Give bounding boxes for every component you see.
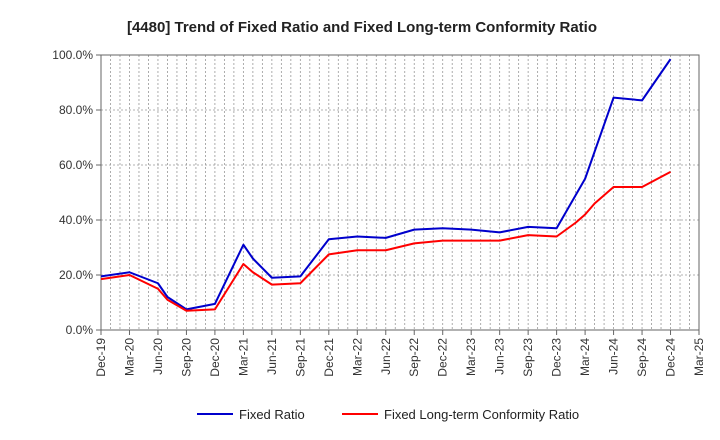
series-line-fixed-long-term-conformity-ratio (100, 170, 671, 312)
grid (101, 54, 699, 330)
x-tick-label: Sep-22 (407, 338, 421, 377)
x-tick-label: Dec-23 (550, 338, 564, 377)
legend-label: Fixed Long-term Conformity Ratio (384, 407, 579, 422)
y-tick-label: 40.0% (59, 213, 93, 227)
y-tick-labels: 0.0% 20.0% 40.0% 60.0% 80.0% 100.0% (52, 48, 101, 337)
series-lines (100, 58, 672, 312)
y-tick-label: 60.0% (59, 158, 93, 172)
legend-item-fixed-long-term-conformity-ratio[interactable]: Fixed Long-term Conformity Ratio (342, 407, 579, 422)
x-tick-label: Dec-19 (94, 338, 108, 377)
x-tick-labels: Dec-19 Mar-20 Jun-20 Sep-20 Dec-20 Mar-21 Jun-… (94, 330, 706, 377)
legend-label: Fixed Ratio (239, 407, 305, 422)
legend-item-fixed-ratio[interactable]: Fixed Ratio (197, 407, 305, 422)
x-tick-label: Jun-23 (493, 338, 507, 375)
x-tick-label: Mar-21 (236, 338, 250, 376)
x-tick-label: Mar-24 (578, 338, 592, 376)
x-tick-label: Sep-23 (521, 338, 535, 377)
y-tick-label: 80.0% (59, 103, 93, 117)
series-line-fixed-ratio (100, 58, 672, 311)
y-tick-label: 20.0% (59, 268, 93, 282)
axes (100, 54, 700, 331)
x-tick-label: Mar-25 (692, 338, 706, 376)
x-tick-label: Dec-20 (208, 338, 222, 377)
plot-area (101, 55, 699, 330)
legend[interactable]: Fixed Ratio Fixed Long-term Conformity Ra… (197, 407, 579, 422)
x-tick-label: Dec-24 (664, 338, 678, 377)
plot-frame (100, 54, 700, 331)
x-tick-label: Jun-24 (607, 338, 621, 375)
x-tick-label: Sep-21 (293, 338, 307, 377)
x-tick-label: Mar-22 (350, 338, 364, 376)
x-tick-label: Mar-23 (464, 338, 478, 376)
x-tick-label: Jun-21 (265, 338, 279, 375)
x-tick-label: Jun-22 (379, 338, 393, 375)
x-tick-label: Dec-21 (322, 338, 336, 377)
y-tick-label: 0.0% (66, 323, 94, 337)
y-tick-label: 100.0% (52, 48, 93, 62)
x-tick-label: Sep-20 (179, 338, 193, 377)
x-tick-label: Dec-22 (436, 338, 450, 377)
x-tick-label: Jun-20 (151, 338, 165, 375)
chart-title: [4480] Trend of Fixed Ratio and Fixed Lo… (127, 19, 597, 36)
x-tick-label: Mar-20 (122, 338, 136, 376)
x-tick-label: Sep-24 (635, 338, 649, 377)
